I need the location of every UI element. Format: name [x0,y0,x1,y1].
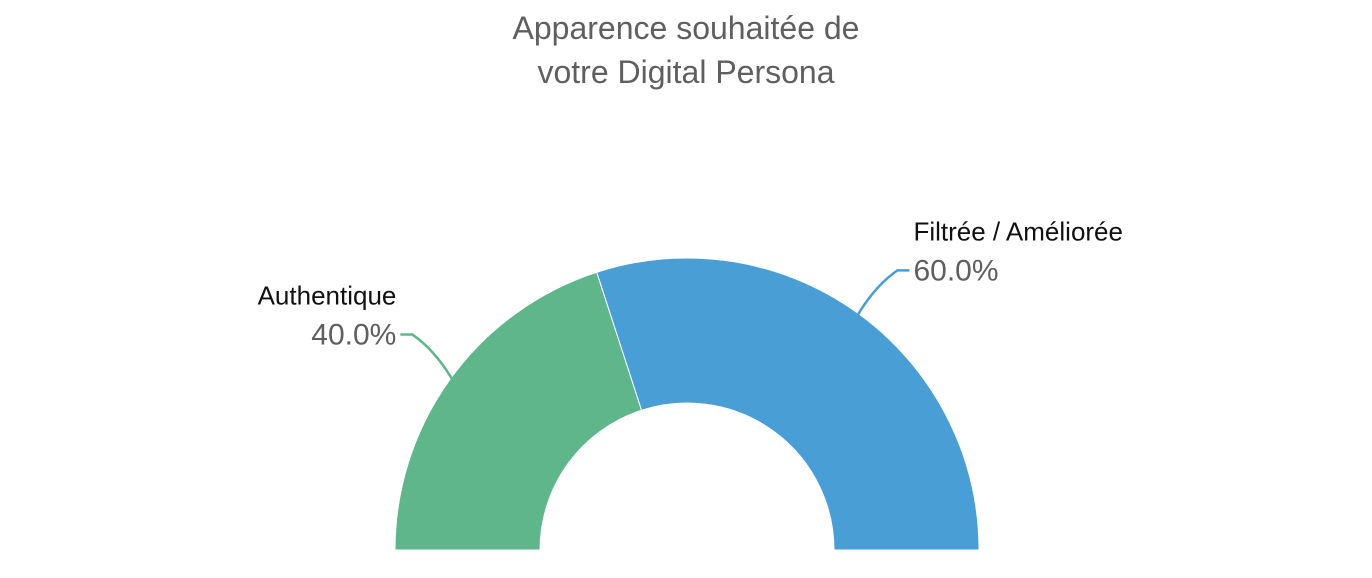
slice-value-authentique: 40.0% [311,319,396,352]
chart-title-line-2: votre Digital Persona [537,54,835,90]
slice-value-filtr-e-am-lior-e: 60.0% [913,254,998,287]
slice-label-authentique: Authentique [258,281,397,311]
leader-line-authentique [400,333,454,381]
slice-authentique [394,271,643,551]
chart-title-line-1: Apparence souhaitée de [512,10,860,46]
leader-line-filtr-e-am-lior-e [856,269,910,317]
chart-slices [394,257,980,551]
chart-labels: Authentique 40.0% Filtrée / Améliorée 60.0% [258,216,1123,381]
slice-label-filtr-e-am-lior-e: Filtrée / Améliorée [913,216,1123,246]
slice-filtr-e-am-lior-e [596,257,980,551]
chart-title: Apparence souhaitée de votre Digital Per… [0,6,1372,94]
